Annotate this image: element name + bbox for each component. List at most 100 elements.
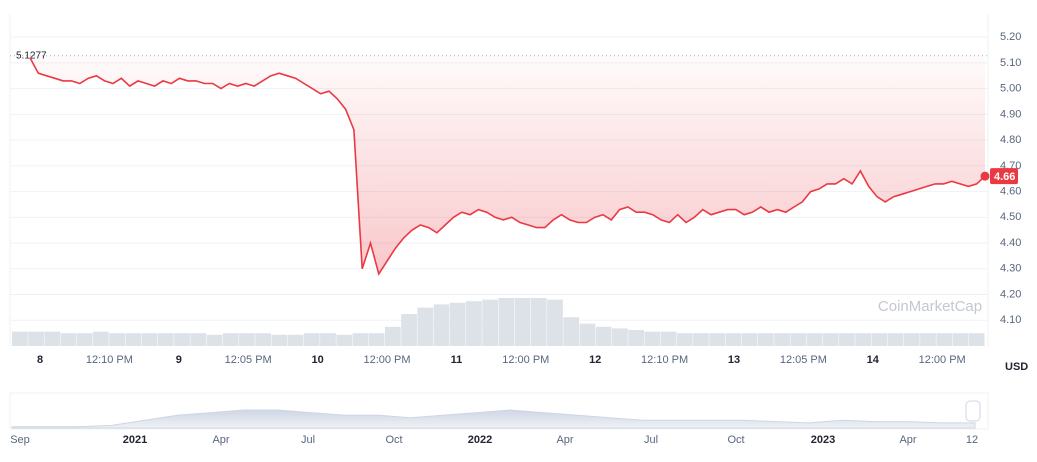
volume-bar bbox=[466, 301, 482, 346]
volume-bar bbox=[579, 323, 596, 346]
volume-bar bbox=[449, 302, 466, 346]
volume-bar bbox=[190, 333, 207, 346]
navigator-label: Apr bbox=[212, 434, 229, 446]
x-tick-label: 13 bbox=[728, 354, 740, 366]
volume-bar bbox=[287, 334, 304, 346]
x-tick-label: 12:00 PM bbox=[363, 354, 410, 366]
y-tick-label: 5.00 bbox=[1000, 83, 1021, 95]
watermark: CoinMarketCap bbox=[878, 298, 982, 315]
volume-bar bbox=[271, 334, 288, 346]
navigator-label: Oct bbox=[385, 434, 402, 446]
price-area bbox=[30, 55, 985, 274]
navigator-label: Apr bbox=[899, 434, 916, 446]
volume-bar bbox=[368, 333, 385, 346]
volume-bar bbox=[871, 333, 888, 346]
volume-bar bbox=[693, 333, 709, 346]
volume-bar bbox=[125, 333, 142, 346]
volume-bar bbox=[401, 314, 417, 346]
volume-bar bbox=[28, 331, 44, 346]
volume-bar bbox=[222, 333, 239, 346]
volume-bar bbox=[498, 298, 515, 346]
x-tick-label: 8 bbox=[37, 354, 43, 366]
volume-bar bbox=[660, 331, 677, 346]
y-tick-label: 4.10 bbox=[1000, 314, 1021, 326]
volume-bar bbox=[952, 333, 969, 346]
volume-bar bbox=[93, 331, 109, 346]
y-tick-label: 4.80 bbox=[1000, 134, 1021, 146]
volume-bar bbox=[676, 333, 693, 346]
volume-bar bbox=[12, 331, 28, 346]
x-tick-label: 14 bbox=[867, 354, 880, 366]
navigator-label: Sep bbox=[10, 434, 30, 446]
volume-bar bbox=[855, 333, 871, 346]
volume-bar bbox=[936, 333, 953, 346]
volume-bar bbox=[76, 333, 93, 346]
volume-bar bbox=[174, 333, 190, 346]
navigator-area bbox=[11, 409, 976, 429]
navigator-label: Apr bbox=[556, 434, 573, 446]
y-tick-label: 4.30 bbox=[1000, 263, 1021, 275]
volume-bar bbox=[239, 333, 255, 346]
navigator-label: 12 bbox=[966, 434, 978, 446]
volume-bar bbox=[774, 333, 790, 346]
navigator-label: 2022 bbox=[468, 434, 492, 446]
volume-bar bbox=[141, 333, 158, 346]
volume-bar bbox=[60, 333, 77, 346]
price-line bbox=[29, 57, 986, 276]
x-tick-label: 11 bbox=[451, 354, 463, 366]
navigator-label: Oct bbox=[727, 434, 744, 446]
current-dot bbox=[980, 171, 990, 181]
x-tick-label: 12:10 PM bbox=[641, 354, 688, 366]
x-tick-label: 12:05 PM bbox=[780, 354, 827, 366]
volume-bar bbox=[563, 317, 580, 346]
navigator-handle[interactable] bbox=[965, 400, 981, 422]
x-tick-label: 9 bbox=[176, 354, 182, 366]
volume-bar bbox=[644, 331, 661, 346]
navigator-label: 2023 bbox=[811, 434, 835, 446]
volume-bar bbox=[303, 333, 320, 346]
y-tick-label: 4.60 bbox=[1000, 185, 1021, 197]
x-tick-label: 12:05 PM bbox=[225, 354, 272, 366]
x-tick-label: 12:00 PM bbox=[502, 354, 549, 366]
y-tick-label: 4.50 bbox=[1000, 211, 1021, 223]
y-tick-label: 4.90 bbox=[1000, 108, 1021, 120]
volume-bar bbox=[320, 333, 336, 346]
y-tick-label: 5.10 bbox=[1000, 57, 1021, 69]
volume-bar bbox=[336, 334, 353, 346]
x-tick-label: 12 bbox=[589, 354, 601, 366]
volume-bar bbox=[595, 326, 612, 346]
volume-bar bbox=[806, 333, 823, 346]
volume-bar bbox=[157, 333, 174, 346]
x-tick-label: 12:00 PM bbox=[919, 354, 966, 366]
x-tick-label: 10 bbox=[311, 354, 323, 366]
navigator-label: Jul bbox=[644, 434, 658, 446]
volume-bar bbox=[482, 299, 498, 346]
volume-bar bbox=[709, 333, 726, 346]
volume-bar bbox=[887, 333, 904, 346]
current-label: 4.66 bbox=[994, 171, 1015, 183]
volume-bar bbox=[839, 333, 855, 346]
volume-bar bbox=[206, 334, 223, 346]
volume-bar bbox=[44, 331, 61, 346]
volume-bar bbox=[790, 333, 807, 346]
y-tick-label: 4.40 bbox=[1000, 237, 1021, 249]
currency-label: USD bbox=[1005, 361, 1028, 373]
volume-bar bbox=[725, 333, 742, 346]
volume-bar bbox=[757, 333, 774, 346]
navigator-label: Jul bbox=[301, 434, 315, 446]
current-badge bbox=[990, 168, 1018, 185]
volume-bar bbox=[433, 304, 450, 346]
volume-bar bbox=[109, 333, 126, 346]
volume-bar bbox=[514, 298, 531, 346]
volume-bar bbox=[920, 333, 936, 346]
navigator-frame bbox=[9, 392, 989, 430]
volume-bar bbox=[352, 333, 369, 346]
volume-bar bbox=[628, 330, 644, 346]
y-tick-label: 5.20 bbox=[1000, 31, 1021, 43]
volume-bar bbox=[822, 333, 839, 346]
volume-bar bbox=[530, 298, 547, 346]
volume-bar bbox=[255, 333, 271, 346]
volume-bar bbox=[417, 307, 434, 346]
volume-bar bbox=[612, 328, 628, 346]
